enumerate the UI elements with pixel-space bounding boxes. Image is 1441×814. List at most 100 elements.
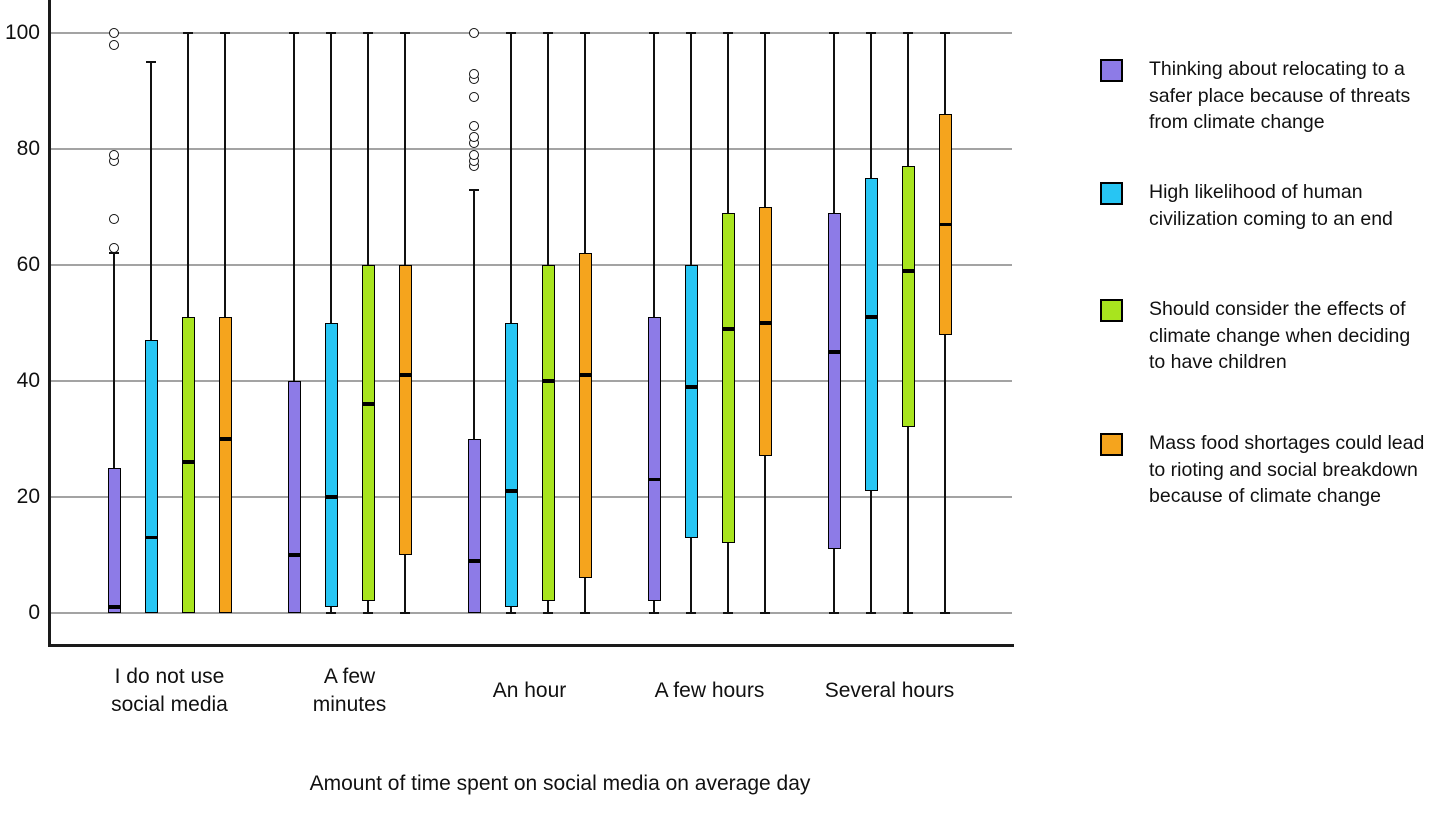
legend-label: High likelihood of human civilization co… [1149, 181, 1393, 230]
whisker-cap-min [580, 612, 590, 614]
whisker-upper [330, 33, 332, 323]
whisker-upper [907, 33, 909, 167]
box-iqr [144, 340, 158, 613]
y-tick-label: 40 [16, 369, 40, 392]
box-iqr [827, 212, 841, 550]
whisker-cap-max [469, 188, 479, 191]
whisker-lower [833, 549, 835, 613]
whisker-lower [727, 543, 729, 613]
whisker-cap-min [723, 612, 733, 614]
y-axis-line [48, 0, 51, 647]
whisker-upper [150, 62, 152, 341]
median-line [467, 559, 481, 563]
whisker-cap-max [363, 32, 373, 34]
whisker-upper [764, 33, 766, 207]
whisker-upper [404, 33, 406, 265]
whisker-lower [944, 334, 946, 613]
whisker-upper [727, 33, 729, 213]
whisker-lower [907, 427, 909, 613]
median-line [107, 605, 121, 609]
whisker-cap-max [580, 32, 590, 34]
outlier-point [109, 242, 119, 253]
box-iqr [398, 265, 412, 555]
box-iqr [324, 323, 338, 608]
whisker-cap-min [649, 612, 659, 614]
whisker-cap-min [326, 612, 336, 614]
outlier-point [109, 149, 119, 160]
whisker-lower [764, 456, 766, 613]
y-tick-label: 0 [28, 601, 40, 624]
median-line [647, 477, 661, 482]
x-category-label: A few minutes [312, 665, 387, 716]
x-category-label: A few hours [654, 679, 765, 703]
x-category-label: Several hours [824, 679, 955, 703]
median-line [504, 489, 518, 493]
gridline [49, 612, 1012, 614]
box-iqr [758, 207, 772, 457]
box-iqr [647, 317, 661, 602]
whisker-cap-max [686, 32, 696, 34]
whisker-lower [510, 607, 512, 613]
median-line [578, 373, 592, 377]
whisker-cap-min [363, 612, 373, 614]
whisker-cap-min [866, 612, 876, 614]
box-iqr [287, 381, 301, 613]
whisker-cap-max [109, 252, 119, 255]
median-line [864, 315, 878, 319]
whisker-cap-max [220, 32, 230, 34]
whisker-cap-max [866, 32, 876, 34]
legend-item: Thinking about relocating to a safer pla… [1100, 56, 1430, 136]
gridline [49, 32, 1012, 34]
legend-label: Should consider the effects of climate c… [1149, 298, 1411, 374]
gridline [49, 264, 1012, 266]
outlier-point [109, 39, 119, 50]
median-line [144, 535, 158, 540]
whisker-upper [690, 33, 692, 265]
whisker-lower [870, 491, 872, 613]
whisker-cap-min [760, 612, 770, 614]
median-line [398, 373, 412, 377]
legend-item: Should consider the effects of climate c… [1100, 296, 1430, 376]
median-line [218, 437, 232, 441]
outlier-point [469, 91, 479, 102]
whisker-cap-max [829, 32, 839, 34]
whisker-cap-max [760, 32, 770, 34]
whisker-lower [367, 601, 369, 613]
box-iqr [541, 265, 555, 602]
whisker-upper [293, 33, 295, 381]
legend-label: Mass food shortages could lead to riotin… [1149, 432, 1425, 508]
median-line [721, 327, 735, 331]
legend-swatch-blue [1100, 182, 1123, 205]
whisker-cap-max [326, 32, 336, 34]
outlier-point [109, 28, 119, 38]
legend-swatch-purple [1100, 59, 1123, 82]
box-iqr [504, 323, 518, 608]
whisker-lower [653, 601, 655, 613]
whisker-cap-max [146, 61, 156, 63]
y-tick-label: 100 [4, 21, 40, 44]
outlier-point [469, 132, 479, 143]
whisker-upper [367, 33, 369, 265]
y-tick-label: 20 [16, 485, 40, 508]
whisker-cap-min [506, 612, 516, 614]
whisker-lower [547, 601, 549, 613]
outlier-point [469, 120, 479, 131]
y-tick-label: 60 [16, 253, 40, 276]
x-category-label: I do not use social media [111, 665, 228, 716]
x-category-label: An hour [492, 679, 567, 703]
whisker-lower [330, 607, 332, 613]
legend-item: Mass food shortages could lead to riotin… [1100, 430, 1430, 510]
median-line [181, 460, 195, 464]
outlier-point [109, 213, 119, 224]
box-iqr [107, 468, 121, 613]
whisker-cap-min [829, 612, 839, 614]
whisker-cap-max [183, 32, 193, 34]
median-line [684, 385, 698, 389]
whisker-cap-max [649, 32, 659, 34]
gridline [49, 496, 1012, 498]
whisker-upper [653, 33, 655, 318]
box-iqr [684, 265, 698, 538]
x-axis-line [48, 644, 1014, 647]
